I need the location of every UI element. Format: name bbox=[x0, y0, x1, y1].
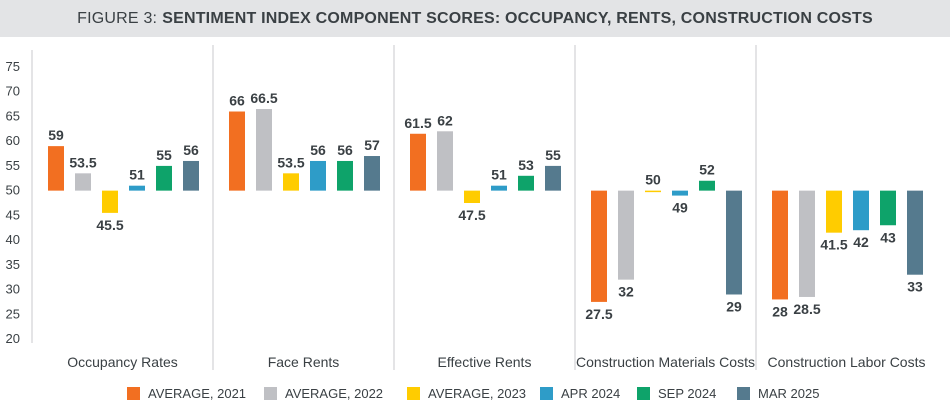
y-tick-label: 75 bbox=[6, 59, 20, 74]
data-label: 49 bbox=[672, 200, 688, 216]
legend-swatch bbox=[127, 387, 140, 400]
bar bbox=[880, 190, 896, 226]
bar bbox=[337, 160, 353, 191]
y-tick-label: 45 bbox=[6, 207, 20, 222]
bar bbox=[772, 190, 788, 300]
data-label: 61.5 bbox=[404, 115, 431, 131]
bar bbox=[48, 146, 64, 191]
y-tick-label: 40 bbox=[6, 232, 20, 247]
category-label: Effective Rents bbox=[438, 354, 532, 370]
data-label: 27.5 bbox=[585, 306, 612, 322]
y-tick-label: 35 bbox=[6, 257, 20, 272]
data-label: 45.5 bbox=[96, 217, 123, 233]
y-tick-label: 25 bbox=[6, 306, 20, 321]
data-label: 52 bbox=[699, 162, 715, 178]
data-label: 41.5 bbox=[820, 237, 847, 253]
figure-title: SENTIMENT INDEX COMPONENT SCORES: OCCUPA… bbox=[162, 9, 873, 27]
data-label: 29 bbox=[726, 298, 742, 314]
bar bbox=[75, 173, 91, 191]
legend-label: APR 2024 bbox=[561, 386, 620, 401]
y-tick-label: 30 bbox=[6, 282, 20, 297]
bar bbox=[853, 190, 869, 231]
bar bbox=[283, 173, 299, 191]
legend-swatch bbox=[540, 387, 553, 400]
y-tick-label: 60 bbox=[6, 133, 20, 148]
data-label: 51 bbox=[491, 167, 507, 183]
data-label: 33 bbox=[907, 279, 923, 295]
y-tick-label: 50 bbox=[6, 183, 20, 198]
data-label: 57 bbox=[364, 137, 380, 153]
legend-swatch bbox=[737, 387, 750, 400]
bar bbox=[645, 190, 661, 193]
category-label: Construction Labor Costs bbox=[768, 354, 926, 370]
bar bbox=[826, 190, 842, 233]
legend-swatch bbox=[407, 387, 420, 400]
bar bbox=[518, 175, 534, 191]
bar bbox=[726, 190, 742, 295]
bar bbox=[129, 185, 145, 191]
legend-swatch bbox=[637, 387, 650, 400]
bar bbox=[591, 190, 607, 302]
data-label: 42 bbox=[853, 234, 869, 250]
bar bbox=[618, 190, 634, 280]
data-label: 55 bbox=[156, 147, 172, 163]
category-label: Occupancy Rates bbox=[67, 354, 178, 370]
bar bbox=[545, 165, 561, 191]
data-label: 66 bbox=[229, 93, 245, 109]
data-label: 43 bbox=[880, 229, 896, 245]
category-label: Construction Materials Costs bbox=[576, 354, 755, 370]
legend-label: MAR 2025 bbox=[758, 386, 819, 401]
bar bbox=[437, 131, 453, 191]
data-label: 47.5 bbox=[458, 207, 485, 223]
data-label: 66.5 bbox=[250, 90, 277, 106]
legend-label: AVERAGE, 2023 bbox=[428, 386, 526, 401]
chart-title: FIGURE 3: SENTIMENT INDEX COMPONENT SCOR… bbox=[0, 0, 950, 37]
data-label: 56 bbox=[310, 142, 326, 158]
legend-label: AVERAGE, 2021 bbox=[148, 386, 246, 401]
data-label: 56 bbox=[337, 142, 353, 158]
bar bbox=[256, 109, 272, 191]
bar bbox=[491, 185, 507, 191]
bar bbox=[364, 156, 380, 191]
y-tick-label: 65 bbox=[6, 108, 20, 123]
category-label: Face Rents bbox=[268, 354, 340, 370]
data-label: 56 bbox=[183, 142, 199, 158]
data-label: 53.5 bbox=[69, 154, 96, 170]
data-label: 28 bbox=[772, 303, 788, 319]
bar bbox=[672, 190, 688, 196]
bar bbox=[183, 160, 199, 191]
data-label: 50 bbox=[645, 172, 661, 188]
y-tick-label: 70 bbox=[6, 84, 20, 99]
legend-swatch bbox=[264, 387, 277, 400]
data-label: 51 bbox=[129, 167, 145, 183]
bar bbox=[410, 133, 426, 191]
bar bbox=[229, 111, 245, 191]
y-tick-label: 55 bbox=[6, 158, 20, 173]
data-label: 62 bbox=[437, 112, 453, 128]
legend-label: SEP 2024 bbox=[658, 386, 716, 401]
data-label: 55 bbox=[545, 147, 561, 163]
bar bbox=[699, 180, 715, 191]
data-label: 32 bbox=[618, 284, 634, 300]
legend-label: AVERAGE, 2022 bbox=[285, 386, 383, 401]
bar bbox=[464, 190, 480, 203]
y-tick-label: 20 bbox=[6, 331, 20, 346]
bar bbox=[156, 165, 172, 191]
bar bbox=[907, 190, 923, 275]
data-label: 53.5 bbox=[277, 154, 304, 170]
data-label: 59 bbox=[48, 127, 64, 143]
bar bbox=[310, 160, 326, 191]
data-label: 28.5 bbox=[793, 301, 820, 317]
bar bbox=[799, 190, 815, 297]
figure-number: FIGURE 3: bbox=[77, 9, 158, 27]
bar bbox=[102, 190, 118, 213]
data-label: 53 bbox=[518, 157, 534, 173]
